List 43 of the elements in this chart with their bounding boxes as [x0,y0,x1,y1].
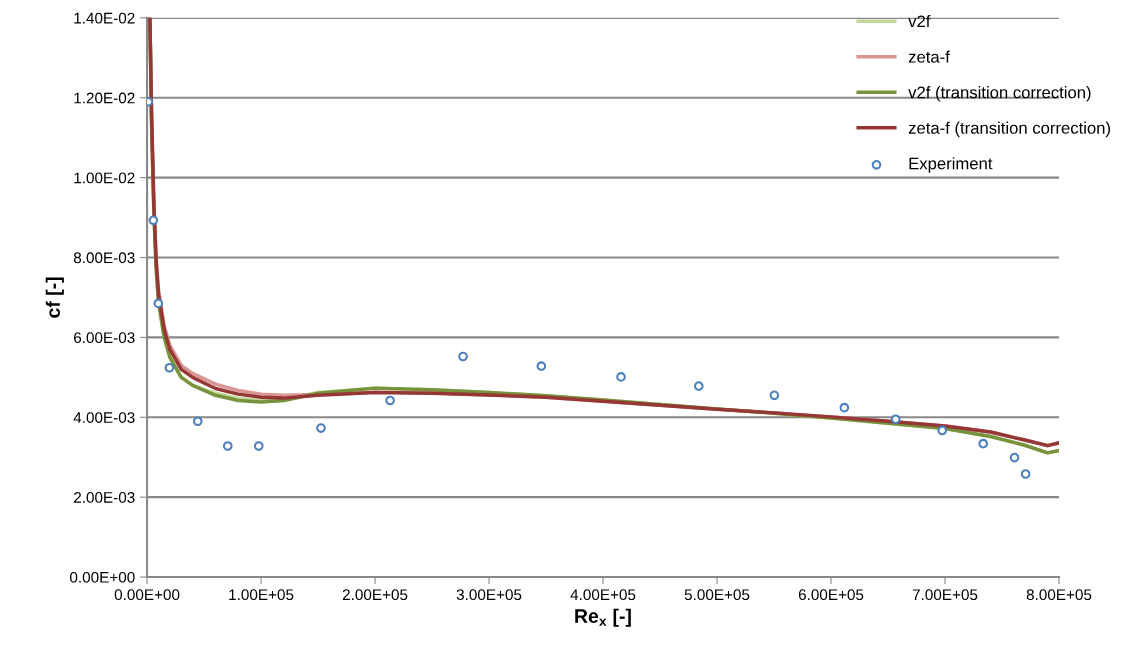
legend-label: v2f (transition correction) [908,86,1091,102]
point [978,438,989,449]
y-tick-label: 4.00E-03 [73,412,135,423]
point [148,215,159,226]
y-tick-label: 6.00E-03 [74,332,135,344]
point [937,425,948,436]
point [253,441,264,451]
legend-label: Experiment [909,157,993,173]
x-tick-label: 4.00E+05 [570,589,636,601]
x-tick-label: 8.00E+05 [1026,589,1092,601]
x-tick-label: 1.00E+05 [229,589,294,601]
y-tick-label: 1.20E-02 [74,92,135,104]
y-axis-title: cf [-] [45,277,64,318]
point [536,361,547,371]
x-tick-label: 2.00E+05 [342,589,408,601]
point [890,414,901,425]
point [1009,452,1020,463]
point [769,390,780,401]
point [164,362,175,373]
legend-label: zeta-f (transition correction) [908,121,1110,138]
point [458,351,468,362]
y-tick-label: 1.00E-02 [74,172,135,184]
x-tick-label: 5.00E+05 [684,589,750,601]
point [616,372,626,382]
y-tick-label: 8.00E-03 [73,252,135,264]
x-tick-label: 3.00E+05 [456,589,522,601]
point [192,416,203,427]
point [385,395,395,406]
y-tick-label: 2.00E-03 [74,492,135,503]
point [1020,469,1031,479]
legend-label: v2f [908,15,931,28]
legend-label: zeta-f [908,50,950,63]
y-tick-label: 1.40E-02 [74,12,135,24]
x-tick-label: 7.00E+05 [912,589,978,601]
point [222,441,233,451]
point [316,423,326,433]
x-tick-label: 6.00E+05 [798,589,864,601]
x-tick-label: 0.00E+00 [114,589,180,601]
point [153,298,164,309]
point [839,402,850,413]
x-axis-title: Re$_{x}$ [-] [575,608,631,627]
point [693,381,704,391]
y-tick-label: 0.00E+00 [70,571,135,583]
